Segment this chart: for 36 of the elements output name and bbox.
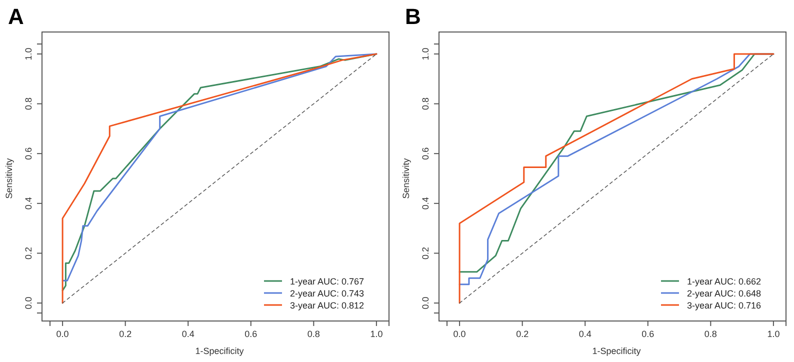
- legend-label: 3-year AUC: 0.812: [290, 300, 364, 310]
- y-axis-title: Sensitivity: [4, 158, 14, 199]
- x-tick-label: 0.0: [453, 329, 466, 340]
- y-tick-label: 0.8: [23, 98, 34, 110]
- y-tick-label: 1.0: [23, 48, 34, 60]
- y-tick-label: 0.4: [23, 197, 34, 210]
- x-tick-label: 0.6: [244, 329, 258, 340]
- y-tick-label: 0.0: [23, 296, 34, 310]
- y-tick-label: 0.4: [420, 197, 430, 210]
- chart-title: A: [8, 4, 24, 29]
- x-axis-title: 1-Specificity: [592, 346, 642, 356]
- y-tick-label: 0.6: [23, 147, 34, 160]
- x-tick-label: 0.8: [704, 329, 717, 340]
- legend-label: 2-year AUC: 0.743: [290, 288, 364, 298]
- x-tick-label: 0.0: [56, 329, 69, 340]
- x-tick-label: 1.0: [767, 329, 780, 340]
- y-tick-label: 0.0: [420, 296, 430, 310]
- x-axis-title: 1-Specificity: [195, 346, 244, 356]
- legend-label: 1-year AUC: 0.662: [687, 276, 762, 286]
- y-tick-label: 0.8: [420, 98, 430, 110]
- legend-label: 1-year AUC: 0.767: [290, 276, 364, 286]
- x-tick-label: 1.0: [370, 329, 383, 340]
- y-tick-label: 0.6: [420, 147, 430, 160]
- y-axis-title: Sensitivity: [401, 158, 411, 199]
- y-tick-label: 0.2: [23, 246, 34, 260]
- legend-label: 2-year AUC: 0.648: [687, 288, 762, 298]
- x-tick-label: 0.4: [578, 329, 592, 340]
- x-tick-label: 0.4: [182, 329, 194, 340]
- chart-title: B: [405, 4, 421, 29]
- x-tick-label: 0.8: [307, 329, 320, 340]
- legend-label: 3-year AUC: 0.716: [687, 300, 762, 310]
- x-tick-label: 0.6: [642, 329, 654, 340]
- x-tick-label: 0.2: [516, 329, 529, 340]
- y-tick-label: 1.0: [420, 48, 430, 60]
- y-tick-label: 0.2: [420, 246, 430, 260]
- x-tick-label: 0.2: [119, 329, 132, 340]
